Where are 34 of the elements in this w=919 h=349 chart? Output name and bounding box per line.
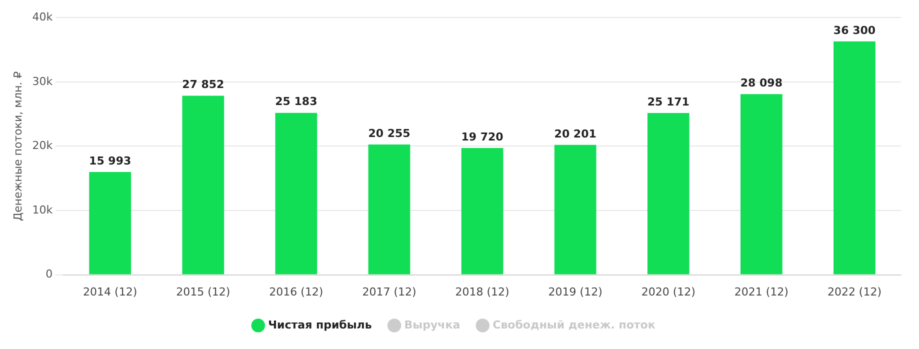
x-tick-label: 2022 (12) <box>827 285 882 298</box>
data-label: 19 720 <box>461 130 504 144</box>
bar <box>461 148 504 274</box>
bar <box>647 112 690 274</box>
y-tick-label: 0 <box>46 268 53 281</box>
legend-label: Чистая прибыль <box>268 318 372 332</box>
y-axis-title: Денежные потоки, млн. ₽ <box>11 71 24 222</box>
x-tick-label: 2018 (12) <box>455 285 510 298</box>
data-label: 28 098 <box>740 76 782 90</box>
x-tick-label: 2014 (12) <box>83 285 138 298</box>
data-label: 25 183 <box>275 95 318 108</box>
bar <box>368 144 410 274</box>
x-tick-label: 2019 (12) <box>548 285 602 298</box>
x-tick-label: 2020 (12) <box>641 285 696 298</box>
y-tick-label: 30k <box>32 74 54 88</box>
bar <box>834 41 876 274</box>
x-tick-label: 2015 (12) <box>176 285 230 298</box>
bar <box>182 96 224 274</box>
bar <box>275 112 318 274</box>
bar <box>89 172 132 274</box>
data-label: 20 201 <box>554 127 596 140</box>
x-tick-label: 2017 (12) <box>362 285 416 298</box>
bar <box>740 94 782 274</box>
data-label: 27 852 <box>182 78 224 92</box>
bar <box>554 144 596 274</box>
data-label: 36 300 <box>833 24 876 37</box>
x-tick-label: 2016 (12) <box>269 285 324 298</box>
data-label: 15 993 <box>89 154 132 168</box>
y-tick-label: 20k <box>32 139 54 152</box>
data-label: 20 255 <box>368 126 410 140</box>
data-label: 25 171 <box>647 95 690 108</box>
x-tick-label: 2021 (12) <box>734 285 788 298</box>
y-tick-label: 10k <box>32 203 54 216</box>
y-tick-label: 40k <box>32 10 54 24</box>
